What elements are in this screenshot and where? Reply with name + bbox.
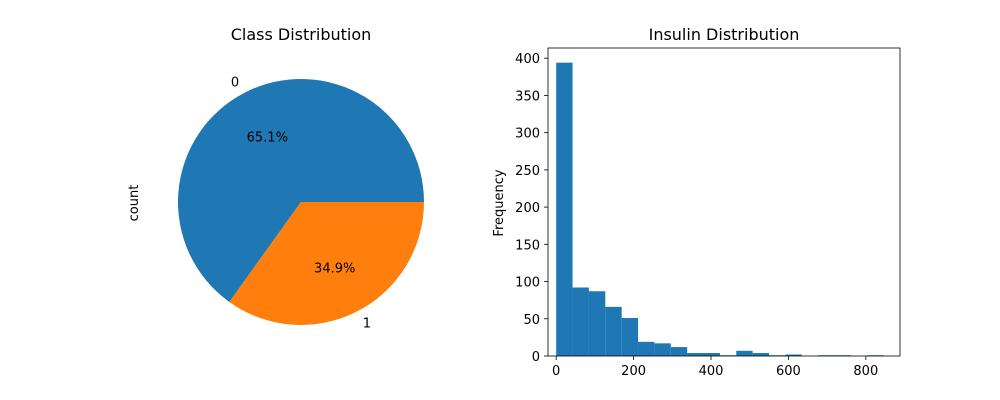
histogram-bar [752,353,770,356]
histogram-bar [687,353,704,356]
pie-slice-1 [229,202,424,325]
histogram-bar [572,287,589,356]
histogram-frame [547,47,901,357]
pie-label-1: 1 [363,316,371,331]
histogram-panel: Insulin Distribution Frequency 0 200 400 60… [492,25,901,379]
histogram-title: Insulin Distribution [649,25,800,44]
pie-slice-0 [177,79,424,302]
pie-chart-panel: Class Distribution count 0 65.1% 1 34.9% [127,25,424,331]
pie-percent-1: 34.9% [314,262,355,277]
pie-label-0: 0 [231,76,239,91]
x-tick-label: 200 [621,364,646,379]
histogram-ylabel: Frequency [492,169,507,236]
pie-labels: 0 65.1% 1 34.9% [231,76,371,332]
histogram-bar [588,291,606,356]
y-tick-label: 350 [515,89,540,104]
y-tick-label: 300 [515,127,540,142]
x-tick-label: 800 [853,364,878,379]
histogram-bar [736,350,753,356]
histogram-bar [654,343,671,356]
histogram-bar [785,354,802,356]
x-tick-label: 400 [699,364,724,379]
pie-percent-0: 65.1% [247,130,288,145]
pie-chart-title: Class Distribution [231,25,372,44]
y-tick-label: 150 [515,238,540,253]
y-tick-label: 100 [515,276,540,291]
histogram-bar [605,306,622,356]
histogram-bar [638,341,655,356]
histogram-axes: 0 200 400 600 800 0 50 100 150 200 250 300 350 400 [515,47,901,379]
histogram-bar [670,347,688,356]
pie-slices [177,79,424,325]
histogram-bar [621,318,639,356]
histogram-bar [703,353,720,356]
histogram-bars [556,62,884,357]
y-tick-label: 250 [515,164,540,179]
histogram-bar [556,62,573,357]
y-tick-label: 200 [515,201,540,216]
y-tick-label: 400 [515,52,540,67]
y-tick-label: 0 [532,350,540,365]
x-tick-label: 0 [552,364,560,379]
y-tick-label: 50 [523,313,540,328]
x-tick-label: 600 [776,364,801,379]
pie-chart-ylabel: count [127,185,142,222]
